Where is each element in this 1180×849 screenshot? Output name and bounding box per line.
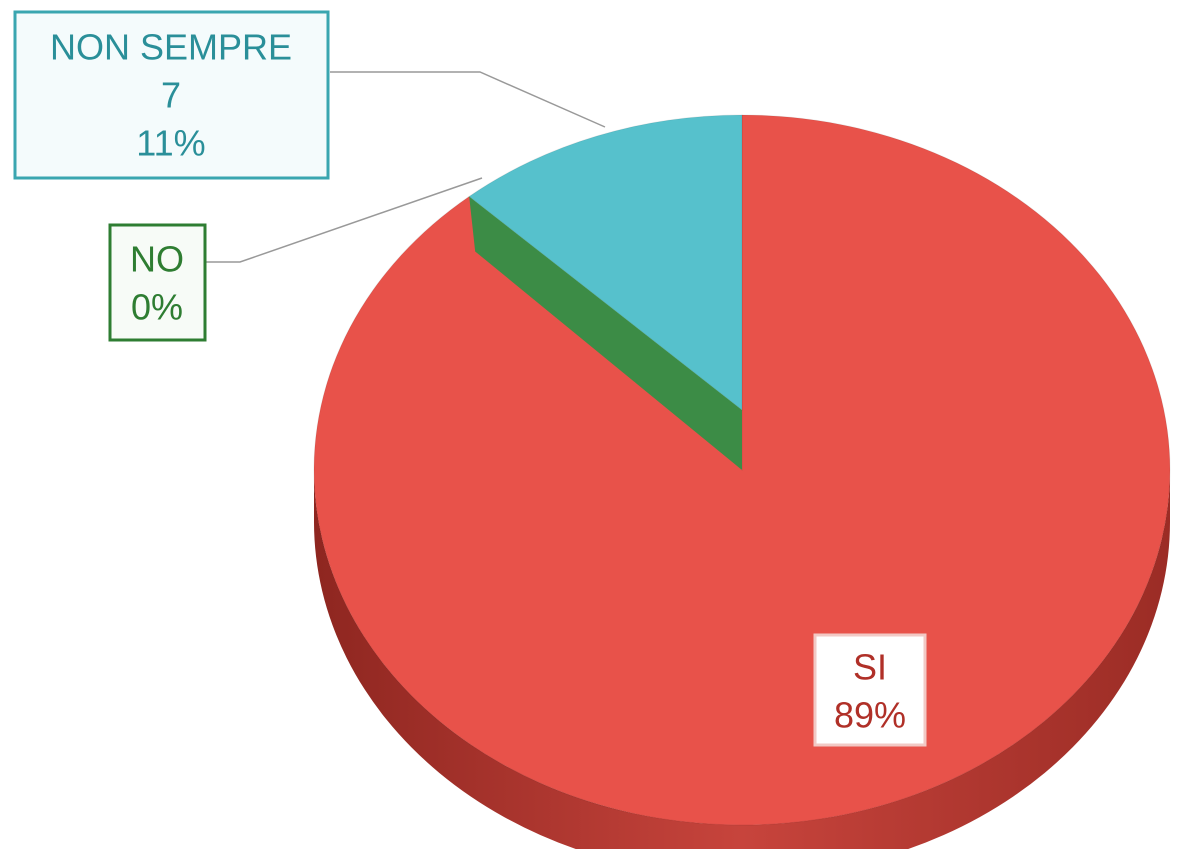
data-label: 0%: [131, 287, 183, 328]
label-box: [813, 633, 927, 747]
data-label: NON SEMPRE: [50, 27, 292, 68]
pie-slice-wall: [469, 196, 742, 470]
data-label: 11%: [136, 123, 205, 164]
data-label: SI: [853, 647, 887, 688]
data-label: NO: [130, 239, 184, 280]
pie-slice: [468, 114, 743, 412]
label-box: [108, 223, 207, 342]
data-label: 7: [161, 75, 181, 116]
labels: NON SEMPRE 7 11% NO 0% SI 89%: [13, 10, 927, 747]
label-box: [13, 10, 330, 180]
leader-line: [330, 71, 606, 128]
leader-line: [205, 177, 483, 263]
pie: [313, 114, 1171, 849]
data-label: 89%: [834, 695, 906, 736]
